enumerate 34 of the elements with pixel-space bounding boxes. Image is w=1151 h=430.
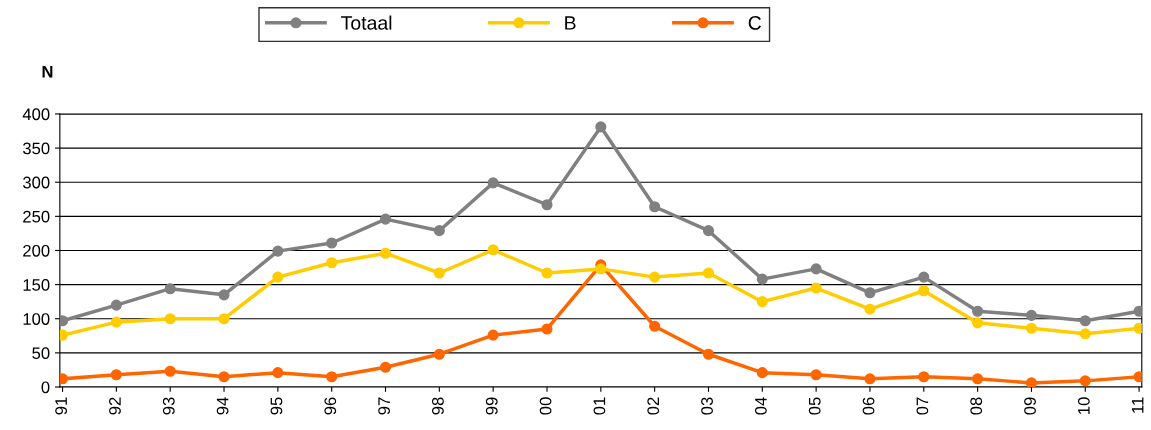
y-tick-label: 200 [23,244,50,257]
y-tick-label: 0 [41,381,50,394]
x-tick-label: 02 [647,397,660,415]
y-tick-label: 250 [23,210,50,223]
x-tick-label: 00 [539,397,552,415]
y-axis-title: N [42,65,53,78]
x-tick-label: 04 [754,397,767,415]
x-tick-label: 10 [1077,397,1090,414]
x-tick-label: 11 [1131,397,1144,413]
legend-label: B [565,16,576,30]
x-tick-label: 92 [109,397,121,415]
x-tick-label: 93 [162,397,175,415]
x-tick-label: 09 [1024,397,1036,415]
x-tick-label: 91 [55,397,68,415]
x-tick-label: 95 [270,397,283,415]
y-tick-label: 100 [23,313,50,325]
y-tick-label: 350 [22,142,50,155]
y-tick-label: 400 [22,108,50,121]
x-tick-label: 96 [324,397,337,415]
x-tick-label: 97 [378,397,390,415]
y-tick-label: 150 [23,279,50,291]
x-tick-label: 06 [862,397,875,415]
x-tick-label: 98 [432,397,444,415]
legend-label: Totaal [341,15,392,30]
x-tick-label: 07 [916,397,929,415]
y-tick-label: 300 [22,176,50,189]
x-tick-label: 05 [808,397,821,415]
x-tick-label: 08 [970,397,983,415]
x-tick-label: 99 [485,397,498,415]
legend-label: C [748,16,762,30]
x-tick-label: 94 [216,397,229,415]
x-tick-label: 01 [593,397,606,415]
y-tick-label: 50 [32,347,50,360]
x-tick-label: 03 [701,397,713,415]
